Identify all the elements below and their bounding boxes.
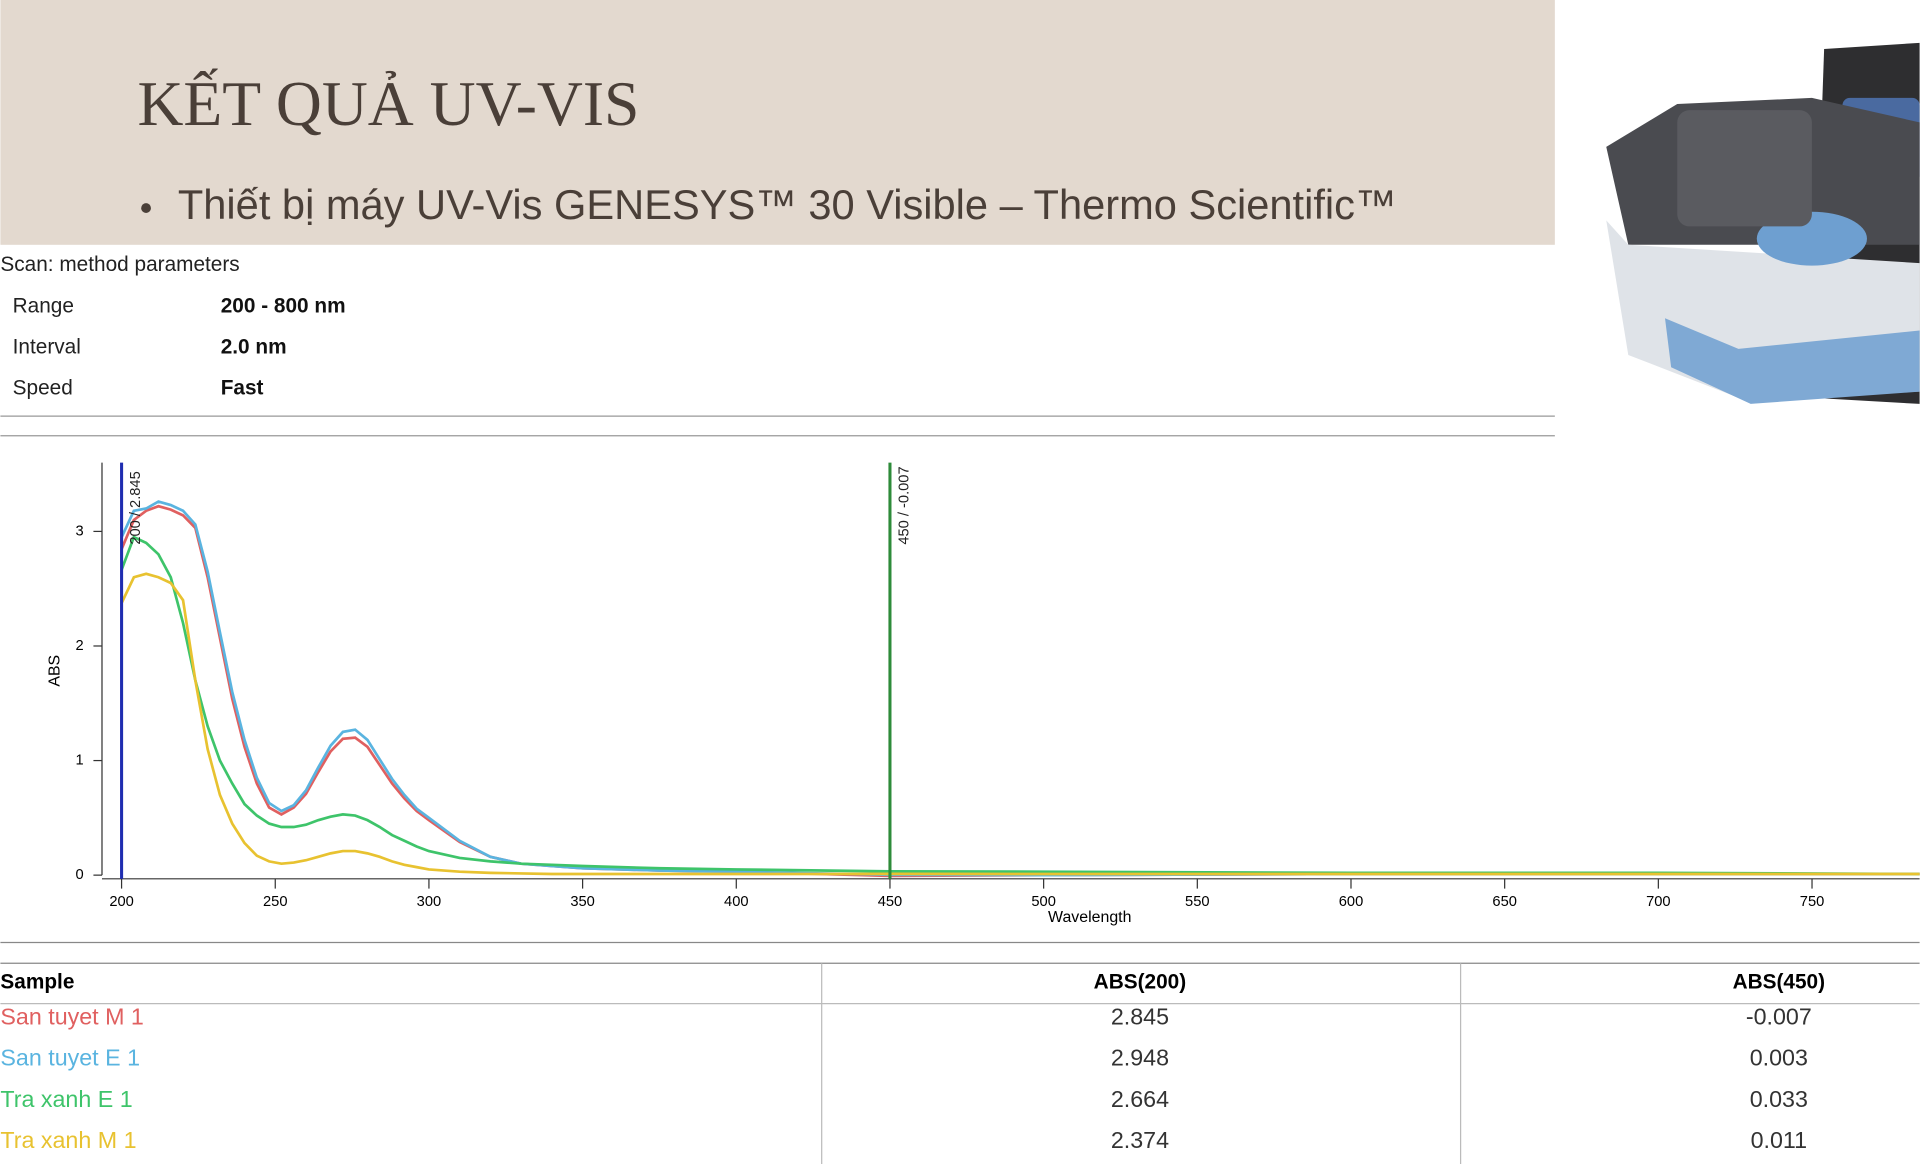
bullet-dot [141, 203, 151, 213]
param-label: Range [13, 295, 74, 318]
x-tick-label: 650 [1492, 894, 1516, 910]
y-tick-label: 2 [75, 638, 83, 654]
series-line [120, 500, 1920, 877]
sample-name: San tuyet E 1 [0, 1045, 140, 1071]
param-label: Speed [13, 377, 73, 400]
bullet-text: Thiết bị máy UV-Vis GENESYS™ 30 Visible … [178, 181, 1397, 228]
header-band [0, 0, 1555, 245]
x-tick-label: 400 [724, 894, 748, 910]
table-cell: 2.845 [1111, 1003, 1169, 1029]
table-cell: 2.948 [1111, 1045, 1169, 1071]
series-line [120, 504, 1920, 878]
table-header: ABS(200) [1094, 970, 1186, 993]
param-label: Interval [13, 336, 81, 359]
x-tick-label: 750 [1800, 894, 1824, 910]
x-tick-label: 500 [1031, 894, 1055, 910]
x-tick-label: 350 [570, 894, 594, 910]
params-title: Scan: method parameters [0, 253, 239, 276]
table-cell: -0.007 [1746, 1003, 1812, 1029]
param-value: 2.0 nm [221, 336, 287, 359]
x-tick-label: 200 [109, 894, 133, 910]
marker-label: 200 / 2.845 [128, 471, 144, 544]
sample-name: Tra xanh E 1 [0, 1086, 132, 1112]
y-tick-label: 0 [75, 867, 83, 883]
marker-label: 450 / -0.007 [897, 466, 913, 544]
x-tick-label: 550 [1185, 894, 1209, 910]
table-header: Sample [0, 970, 74, 993]
x-axis-label: Wavelength [1048, 909, 1131, 926]
param-value: Fast [221, 377, 264, 400]
table-header: ABS(450) [1733, 970, 1825, 993]
sample-name: San tuyet M 1 [0, 1003, 143, 1029]
series-line [120, 572, 1920, 876]
x-tick-label: 700 [1646, 894, 1670, 910]
table-cell: 0.003 [1750, 1045, 1808, 1071]
x-tick-label: 600 [1339, 894, 1363, 910]
x-tick-label: 300 [417, 894, 441, 910]
y-tick-label: 1 [75, 752, 83, 768]
param-value: 200 - 800 nm [221, 295, 346, 318]
table-cell: 0.011 [1751, 1127, 1807, 1153]
device-image [1606, 42, 1920, 404]
table-cell: 2.374 [1111, 1127, 1169, 1153]
table-cell: 0.033 [1750, 1086, 1808, 1112]
x-tick-label: 250 [263, 894, 287, 910]
y-axis-label: ABS [47, 655, 64, 687]
sample-name: Tra xanh M 1 [0, 1127, 136, 1153]
x-tick-label: 450 [878, 894, 902, 910]
table-cell: 2.664 [1111, 1086, 1169, 1112]
series-line [120, 535, 1920, 876]
y-tick-label: 3 [75, 523, 83, 539]
title: KẾT QUẢ UV-VIS [137, 68, 639, 139]
